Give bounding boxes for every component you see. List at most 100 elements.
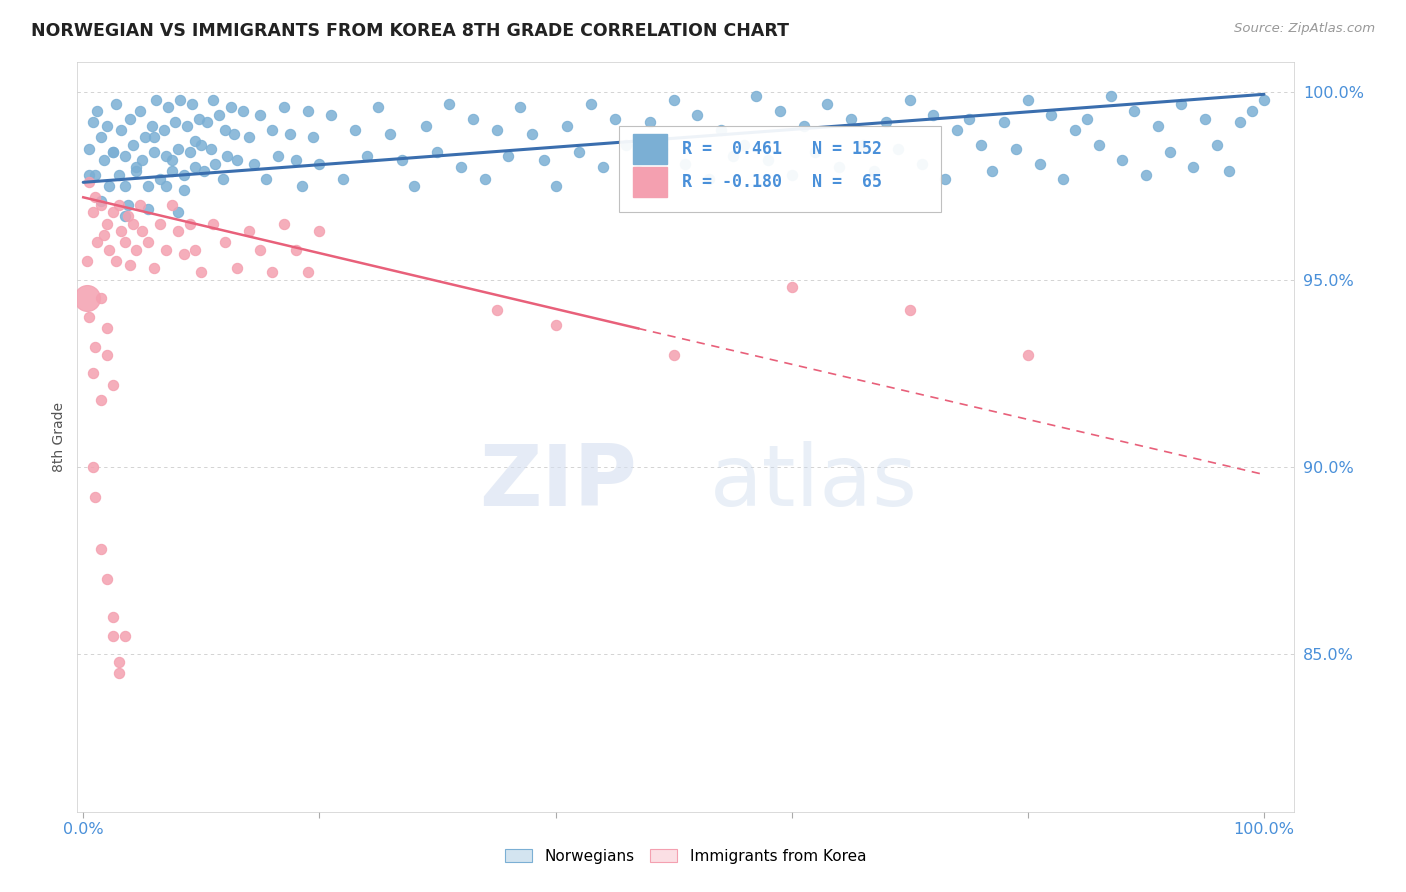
Point <box>1241 104 1264 119</box>
Point <box>450 161 472 175</box>
Point <box>101 145 124 160</box>
Point <box>910 156 932 170</box>
Point <box>77 175 100 189</box>
Point <box>184 134 207 148</box>
Point <box>188 112 211 126</box>
Point <box>155 243 177 257</box>
Point <box>592 161 614 175</box>
Point <box>107 655 129 669</box>
Point <box>1135 168 1157 182</box>
Point <box>887 142 910 156</box>
Point <box>160 198 183 212</box>
Point <box>603 112 626 126</box>
Point <box>160 153 183 167</box>
Y-axis label: 8th Grade: 8th Grade <box>52 402 66 472</box>
Point <box>249 108 271 122</box>
Point <box>1040 108 1063 122</box>
Point <box>173 168 195 182</box>
Text: R =  0.461   N = 152: R = 0.461 N = 152 <box>682 140 882 158</box>
Point <box>82 205 104 219</box>
Point <box>82 460 104 475</box>
Point <box>308 156 330 170</box>
Point <box>160 164 183 178</box>
Point <box>143 145 166 160</box>
Point <box>710 123 733 137</box>
Point <box>225 153 247 167</box>
Point <box>291 179 314 194</box>
Point <box>946 123 969 137</box>
Point <box>284 243 307 257</box>
Point <box>217 149 239 163</box>
Point <box>105 96 128 111</box>
Point <box>190 265 212 279</box>
Point <box>96 119 118 133</box>
Point <box>815 96 838 111</box>
Point <box>957 112 980 126</box>
Point <box>101 145 124 160</box>
Point <box>391 153 413 167</box>
Point <box>557 119 579 133</box>
Point <box>86 104 108 119</box>
Point <box>219 100 242 114</box>
Point <box>1182 161 1205 175</box>
Point <box>176 119 198 133</box>
Point <box>356 149 378 163</box>
Point <box>82 115 104 129</box>
Point <box>249 243 271 257</box>
Point <box>1017 348 1039 362</box>
Point <box>278 127 301 141</box>
Point <box>96 217 118 231</box>
Point <box>898 302 921 317</box>
Point <box>179 145 201 160</box>
Point <box>131 224 153 238</box>
Point <box>225 261 247 276</box>
Point <box>875 115 897 129</box>
Point <box>675 156 697 170</box>
Text: NORWEGIAN VS IMMIGRANTS FROM KOREA 8TH GRADE CORRELATION CHART: NORWEGIAN VS IMMIGRANTS FROM KOREA 8TH G… <box>31 22 789 40</box>
Point <box>544 179 567 194</box>
Point <box>1017 93 1039 107</box>
Point <box>485 302 508 317</box>
Text: Source: ZipAtlas.com: Source: ZipAtlas.com <box>1234 22 1375 36</box>
Point <box>77 168 100 182</box>
Point <box>627 164 650 178</box>
Point <box>155 149 177 163</box>
Point <box>184 161 207 175</box>
Point <box>76 292 98 306</box>
Point <box>195 115 218 129</box>
Point <box>520 127 543 141</box>
Point <box>179 217 201 231</box>
Point <box>214 123 236 137</box>
Point <box>616 137 638 152</box>
Point <box>321 108 343 122</box>
Point <box>129 198 152 212</box>
Point <box>733 137 755 152</box>
Point <box>297 265 319 279</box>
Text: atlas: atlas <box>710 441 918 524</box>
Point <box>145 93 167 107</box>
FancyBboxPatch shape <box>633 134 668 163</box>
Point <box>474 171 496 186</box>
Point <box>485 123 508 137</box>
Point <box>284 153 307 167</box>
Point <box>461 112 484 126</box>
Point <box>981 164 1004 178</box>
Point <box>157 100 180 114</box>
Point <box>84 340 107 354</box>
Legend: Norwegians, Immigrants from Korea: Norwegians, Immigrants from Korea <box>498 841 873 871</box>
Point <box>697 171 720 186</box>
Point <box>90 392 112 407</box>
Point <box>1218 164 1240 178</box>
Point <box>1253 93 1275 107</box>
Point <box>141 119 163 133</box>
Point <box>125 243 148 257</box>
Point <box>651 142 673 156</box>
Point <box>544 318 567 332</box>
Point <box>1076 112 1098 126</box>
Point <box>415 119 437 133</box>
Point <box>143 130 166 145</box>
Point <box>184 243 207 257</box>
Point <box>202 93 225 107</box>
Point <box>224 127 246 141</box>
Point <box>193 164 215 178</box>
